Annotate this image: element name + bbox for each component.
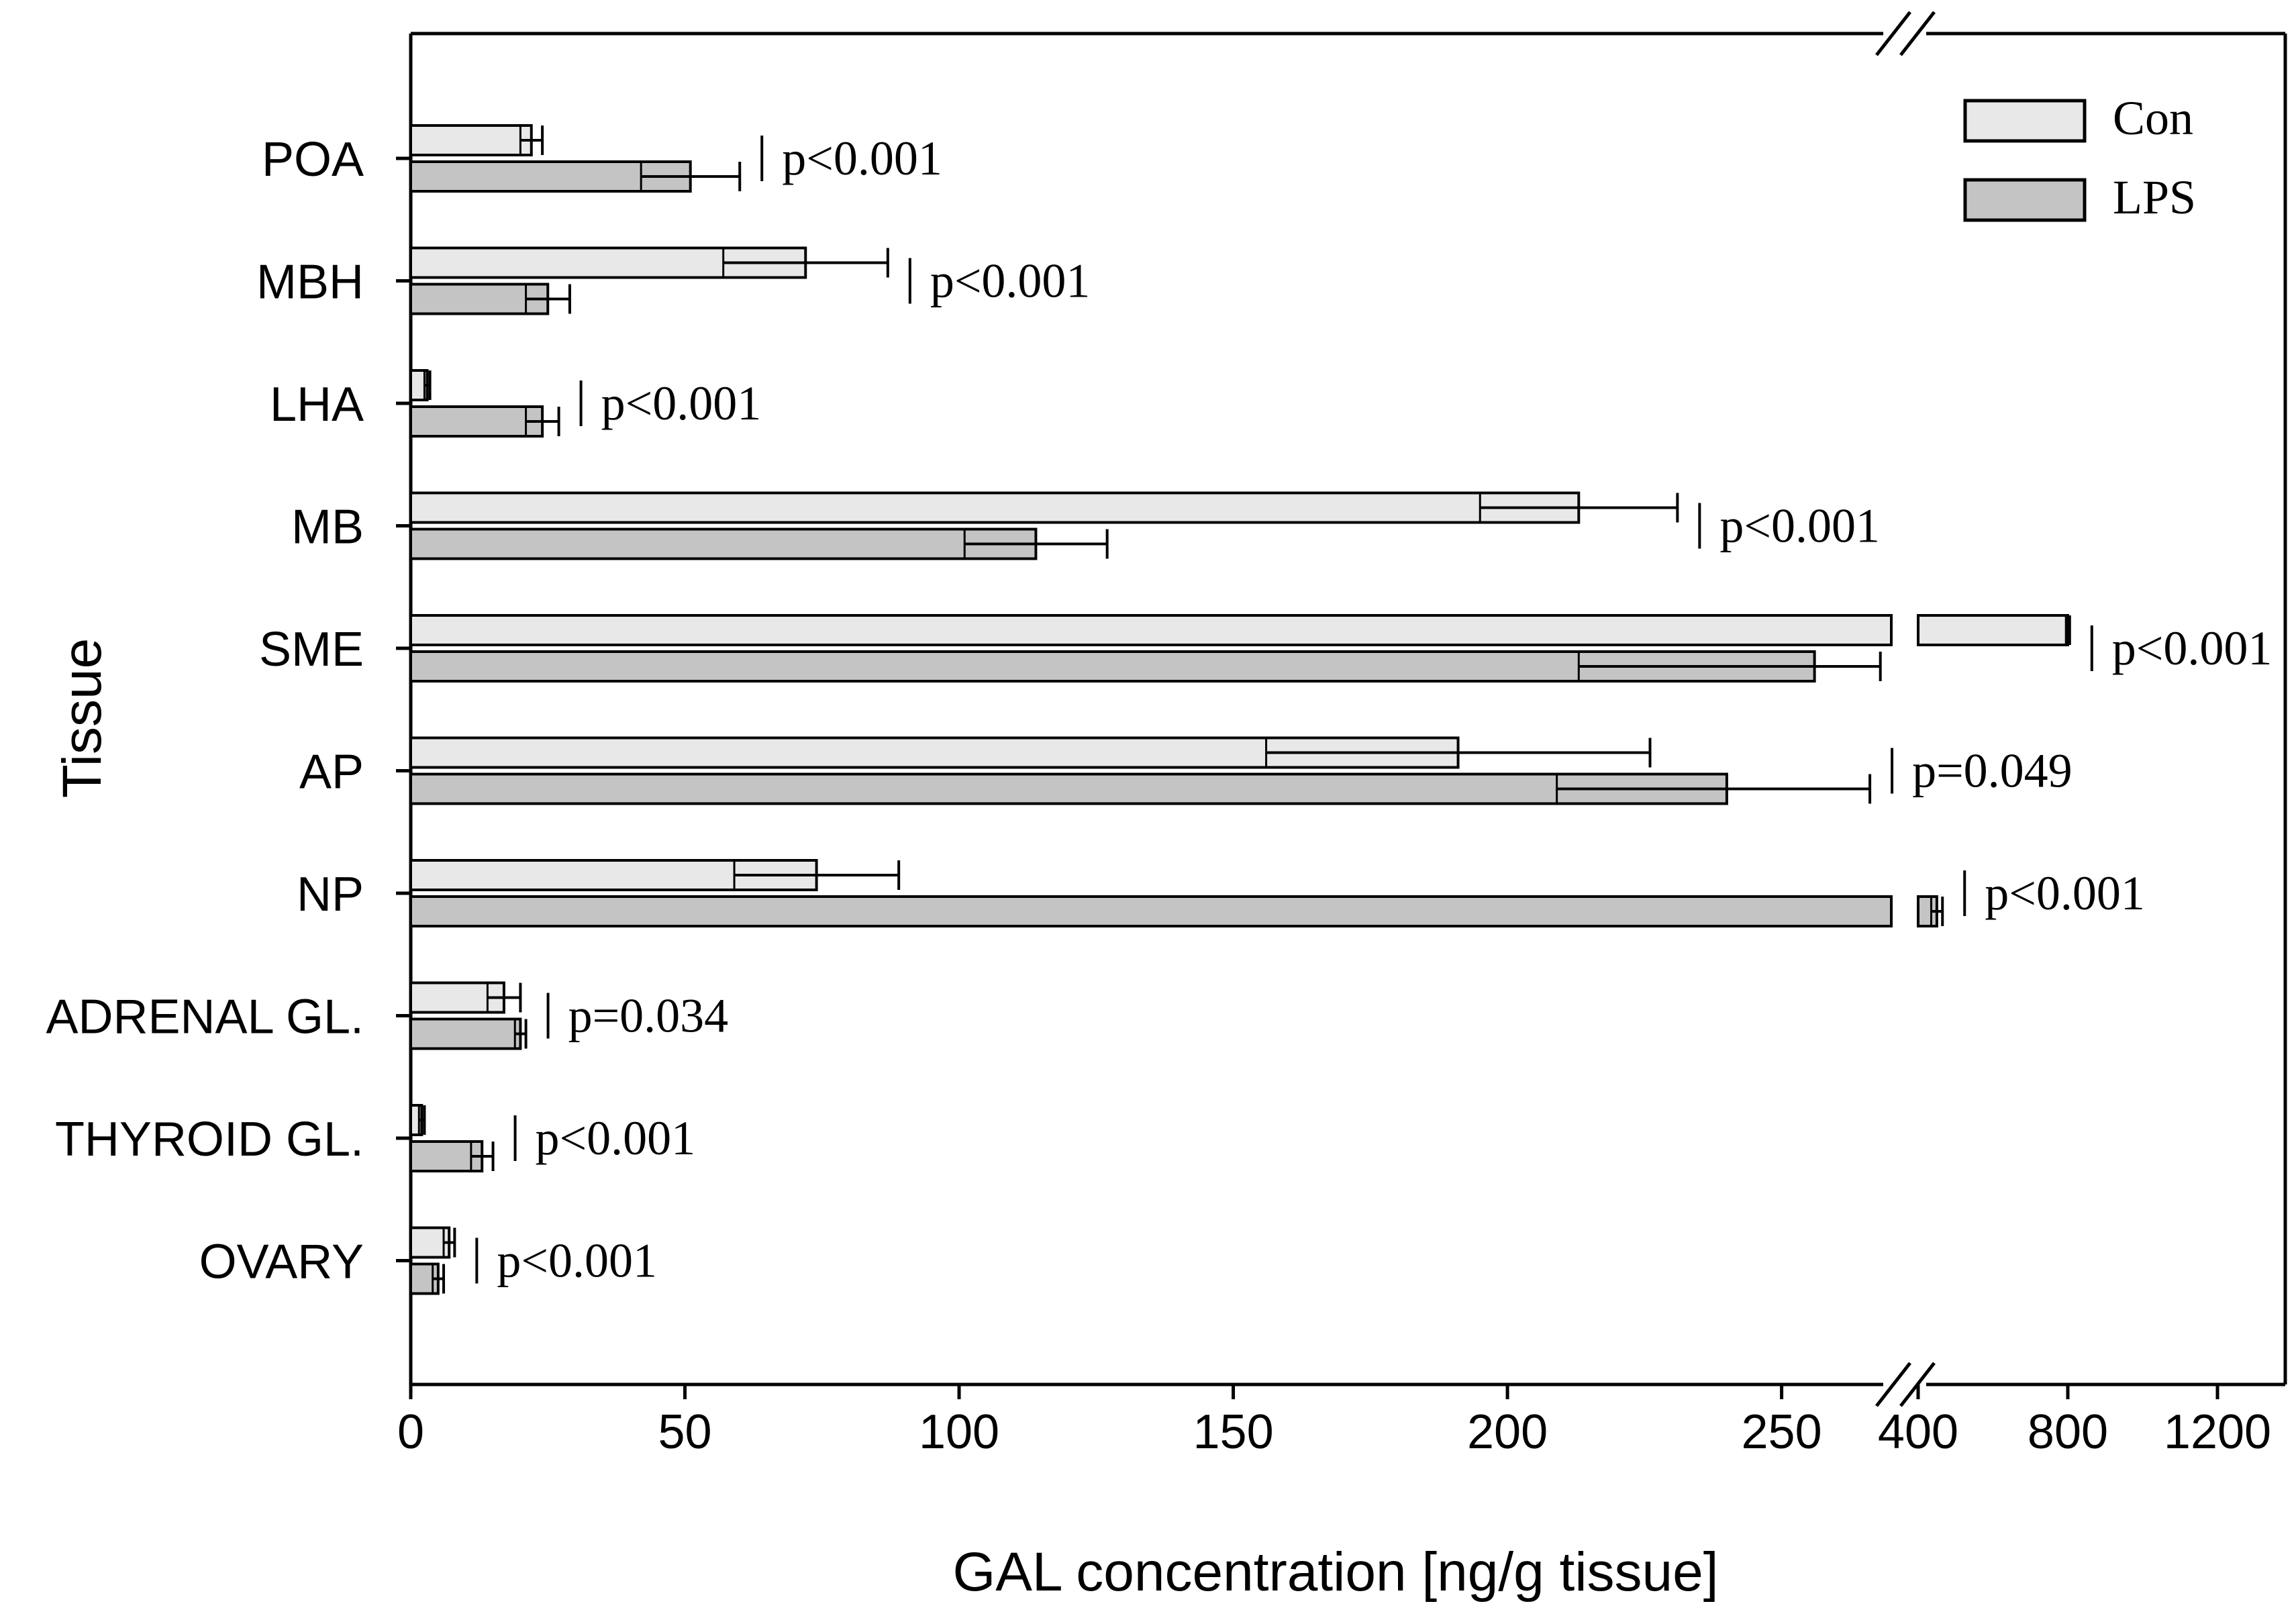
bar-con-continued (1917, 614, 2069, 646)
y-tick-label: POA (262, 133, 364, 187)
x-axis-title: GAL concentration [ng/g tissue] (952, 1542, 1718, 1603)
x-tick-label: 100 (919, 1405, 999, 1459)
bar-con (409, 491, 1581, 524)
p-value-label: p<0.001 (536, 1111, 696, 1165)
y-tick-label: SME (259, 623, 364, 676)
p-value-label: p<0.001 (1719, 499, 1880, 553)
y-tick-label: OVARY (199, 1235, 364, 1289)
bars (409, 124, 2071, 1295)
x-tick-label: 800 (2028, 1405, 2108, 1459)
legend: Con LPS (1963, 91, 2196, 224)
bar-lps (409, 895, 1893, 927)
annotations: p<0.001 p<0.001 p<0.001 p<0.001 p<0.001 p=0.0… (475, 132, 2273, 1288)
p-value-label: p=0.049 (1912, 744, 2073, 798)
y-tick-label: AP (299, 746, 364, 799)
p-value-label: p<0.001 (601, 376, 762, 430)
bar-lps (409, 527, 1038, 560)
y-axis-ticks: POA MBH LHA MB SME AP NP ADRENAL GL. THYROID GL.… (46, 133, 411, 1289)
x-tick-label: 50 (658, 1405, 711, 1459)
p-value-label: p<0.001 (930, 254, 1091, 308)
bar-lps (409, 1017, 522, 1050)
y-axis-title: Tissue (52, 638, 113, 798)
axis-break-mark (1875, 11, 1911, 56)
x-axis-ticks: 0 50 100 150 200 250 400 800 1200 (397, 1384, 2271, 1459)
axis-breaks (1875, 11, 1936, 1407)
legend-swatch-con (1963, 99, 2087, 143)
axis-break-mark (1899, 11, 1936, 56)
p-value-label: p<0.001 (1985, 866, 2145, 920)
p-value-label: p=0.034 (568, 989, 729, 1043)
axis-break-mark (1875, 1362, 1911, 1407)
y-tick-label: LHA (270, 378, 364, 432)
y-tick-label: THYROID GL. (55, 1113, 364, 1166)
x-tick-label: 200 (1467, 1405, 1548, 1459)
p-value-label: p<0.001 (782, 132, 942, 185)
x-tick-label: 150 (1193, 1405, 1273, 1459)
x-tick-label: 400 (1878, 1405, 1958, 1459)
legend-swatch-lps (1963, 178, 2087, 222)
bar-con (409, 614, 1893, 646)
axis-break-mark (1899, 1362, 1936, 1407)
legend-label-lps: LPS (2113, 170, 2196, 224)
bar-lps (409, 405, 544, 438)
y-tick-label: MB (291, 501, 364, 554)
bar-lps (409, 772, 1728, 805)
x-tick-label: 0 (397, 1405, 424, 1459)
bar-con (409, 124, 533, 156)
x-tick-label: 1200 (2164, 1405, 2271, 1459)
p-value-label: p<0.001 (2112, 621, 2273, 675)
y-tick-label: NP (297, 868, 364, 921)
y-tick-label: MBH (256, 256, 364, 309)
p-value-label: p<0.001 (497, 1234, 657, 1288)
plot-frame (409, 32, 2287, 1386)
y-tick-label: ADRENAL GL. (46, 991, 364, 1044)
x-tick-label: 250 (1742, 1405, 1822, 1459)
legend-label-con: Con (2113, 91, 2193, 145)
